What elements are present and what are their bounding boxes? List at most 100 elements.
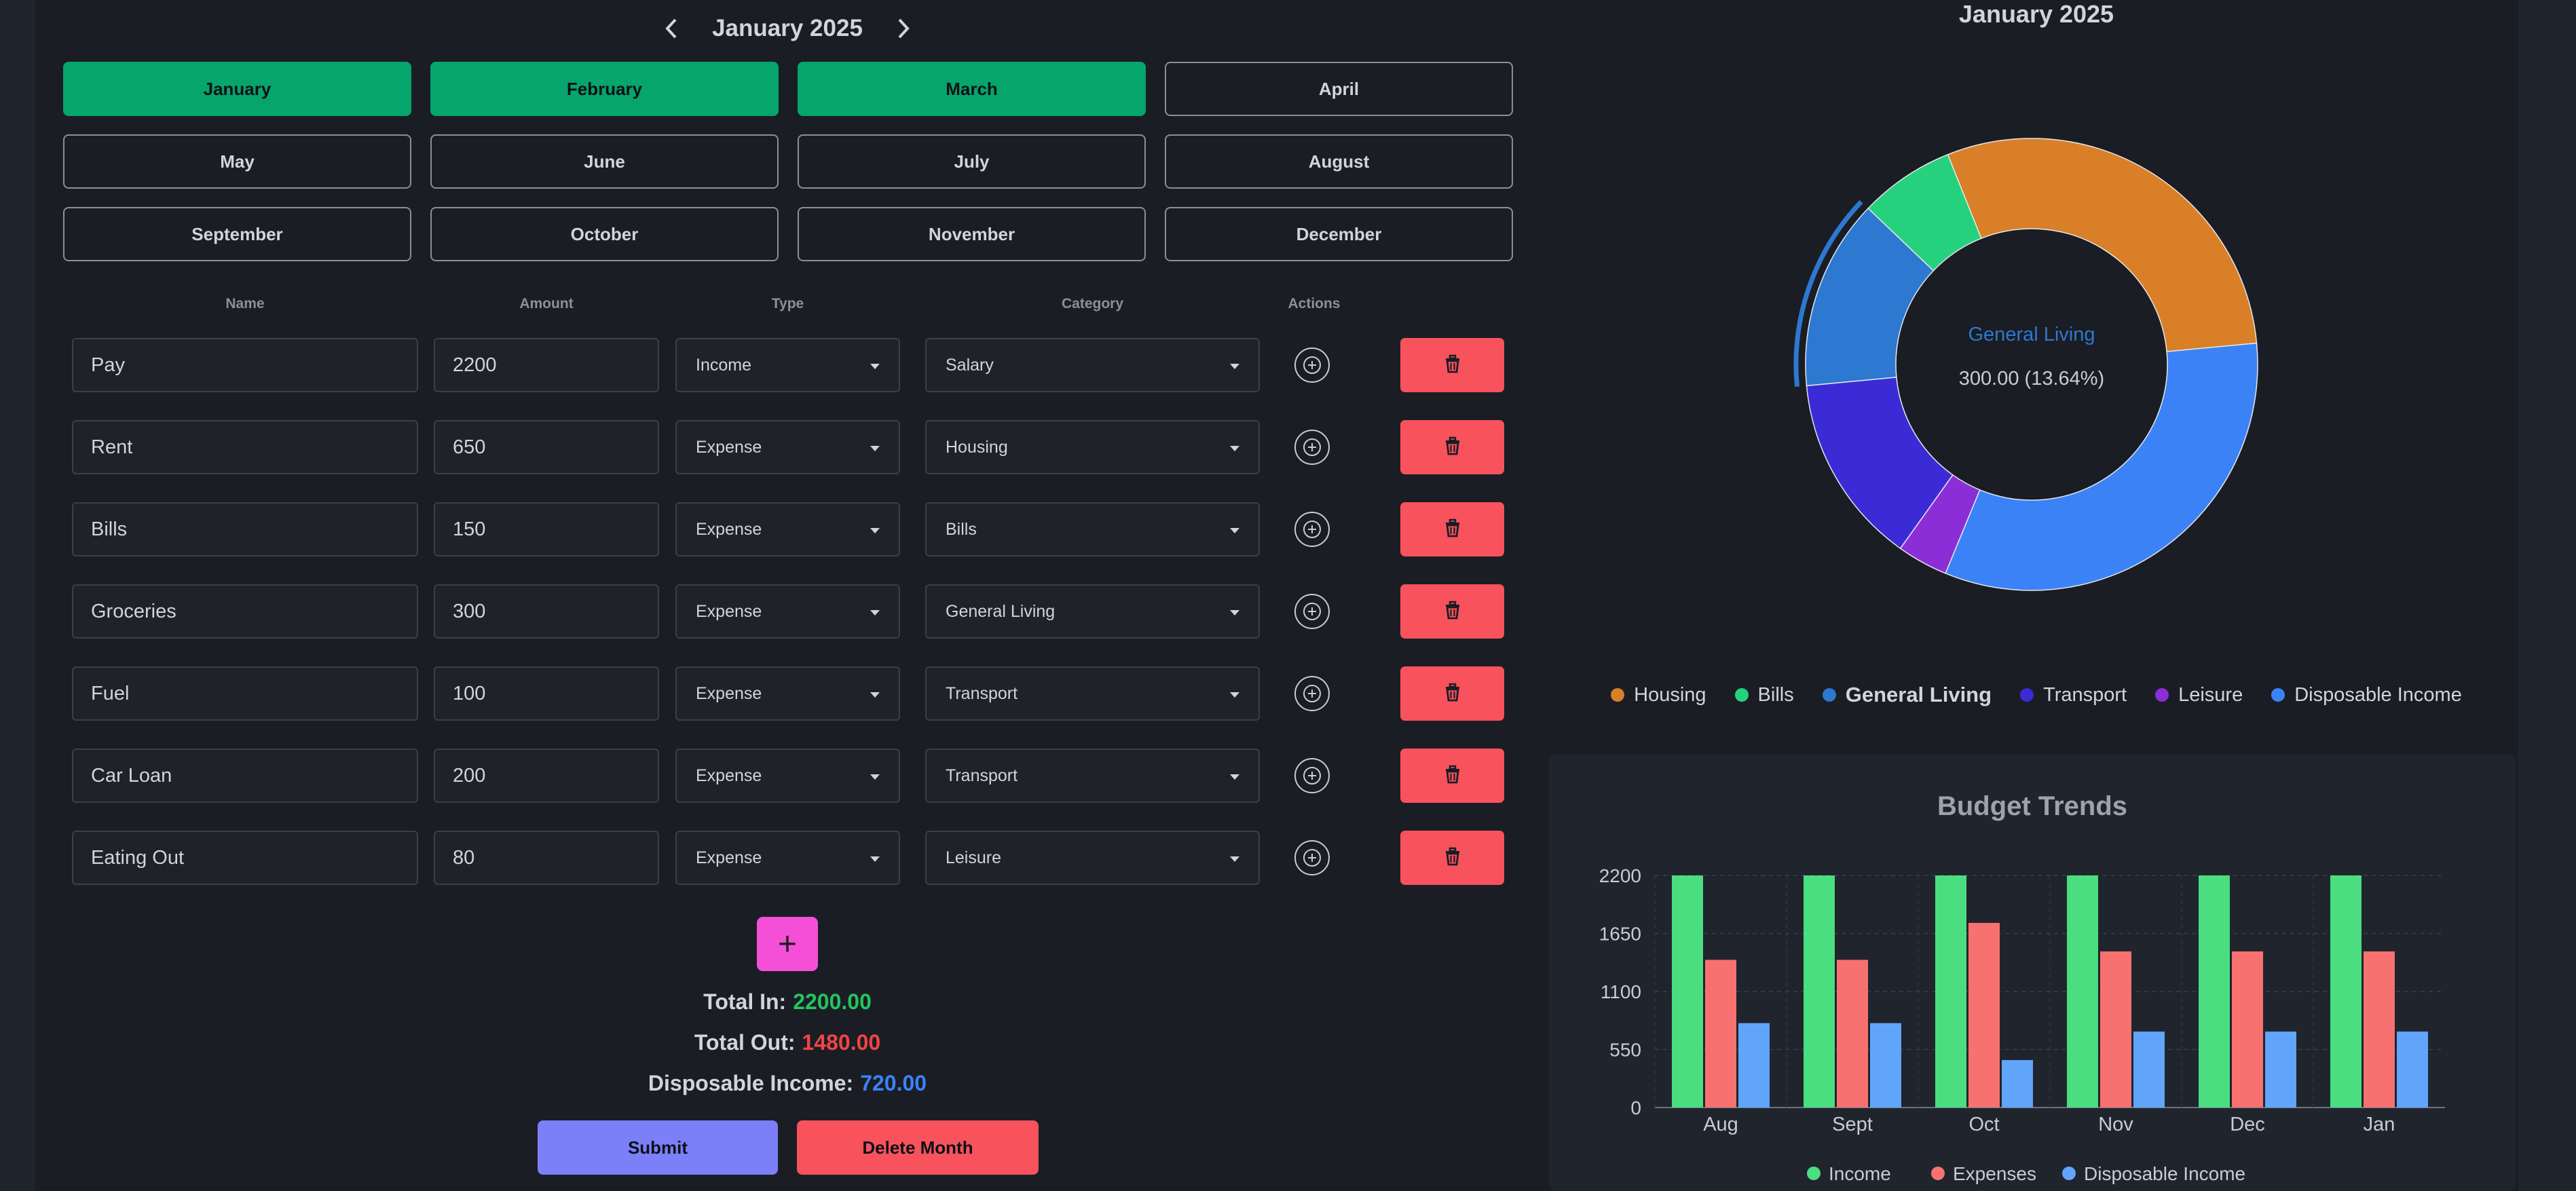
month-button-may[interactable]: May	[63, 134, 411, 189]
legend-item-transport[interactable]: Transport	[2020, 683, 2127, 707]
month-button-november[interactable]: November	[798, 207, 1146, 261]
legend-item-income[interactable]: Income	[1807, 1163, 1891, 1184]
delete-row-button[interactable]	[1400, 338, 1504, 392]
category-select[interactable]: Housing	[925, 420, 1260, 474]
bar-income-oct[interactable]	[1935, 875, 1966, 1108]
name-input[interactable]: Rent	[72, 420, 418, 474]
bar-disposable-income-aug[interactable]	[1738, 1023, 1770, 1108]
bar-disposable-income-jan[interactable]	[2397, 1032, 2428, 1108]
amount-input[interactable]: 300	[434, 584, 659, 639]
trash-icon	[1444, 518, 1461, 541]
bar-expenses-oct[interactable]	[1968, 922, 2000, 1108]
donut-chart-title: January 2025	[1958, 0, 2114, 28]
month-button-september[interactable]: September	[63, 207, 411, 261]
bar-income-sept[interactable]	[1804, 875, 1835, 1108]
add-row-button[interactable]: +	[757, 917, 818, 971]
amount-input[interactable]: 80	[434, 831, 659, 885]
add-category-button[interactable]	[1294, 676, 1330, 711]
category-select[interactable]: Salary	[925, 338, 1260, 392]
amount-input[interactable]: 150	[434, 502, 659, 556]
delete-row-button[interactable]	[1400, 749, 1504, 803]
month-button-june[interactable]: June	[430, 134, 779, 189]
add-category-button[interactable]	[1294, 430, 1330, 465]
legend-item-leisure[interactable]: Leisure	[2155, 683, 2243, 707]
legend-item-disposable-income[interactable]: Disposable Income	[2062, 1163, 2245, 1184]
name-input[interactable]: Bills	[72, 502, 418, 556]
bar-disposable-income-nov[interactable]	[2133, 1032, 2165, 1108]
bar-income-aug[interactable]	[1672, 875, 1703, 1108]
type-select[interactable]: Expense	[675, 666, 900, 721]
bar-disposable-income-sept[interactable]	[1870, 1023, 1901, 1108]
add-category-button[interactable]	[1294, 347, 1330, 383]
month-button-october[interactable]: October	[430, 207, 779, 261]
donut-slice-disposable-income[interactable]	[1945, 342, 2258, 591]
bar-income-dec[interactable]	[2199, 875, 2230, 1108]
header-category: Category	[1061, 296, 1124, 311]
bar-expenses-nov[interactable]	[2100, 951, 2131, 1108]
category-select[interactable]: Transport	[925, 666, 1260, 721]
name-input[interactable]: Pay	[72, 338, 418, 392]
legend-item-bills[interactable]: Bills	[1734, 683, 1794, 707]
delete-row-button[interactable]	[1400, 420, 1504, 474]
add-category-button[interactable]	[1294, 840, 1330, 875]
chevron-left-icon[interactable]	[658, 15, 685, 42]
caret-down-icon	[870, 528, 880, 533]
month-button-august[interactable]: August	[1165, 134, 1513, 189]
y-tick-label: 1650	[1599, 924, 1641, 945]
amount-input[interactable]: 200	[434, 749, 659, 803]
add-category-button[interactable]	[1294, 758, 1330, 793]
add-category-button[interactable]	[1294, 594, 1330, 629]
delete-month-button[interactable]: Delete Month	[797, 1120, 1039, 1175]
month-button-march[interactable]: March	[798, 62, 1146, 116]
type-select[interactable]: Expense	[675, 502, 900, 556]
amount-input[interactable]: 100	[434, 666, 659, 721]
add-category-button[interactable]	[1294, 512, 1330, 547]
month-button-april[interactable]: April	[1165, 62, 1513, 116]
category-select[interactable]: Bills	[925, 502, 1260, 556]
type-select[interactable]: Expense	[675, 420, 900, 474]
bar-expenses-aug[interactable]	[1705, 960, 1736, 1108]
total-in: Total In: 2200.00	[516, 989, 1059, 1015]
month-button-february[interactable]: February	[430, 62, 779, 116]
month-button-january[interactable]: January	[63, 62, 411, 116]
category-select[interactable]: Leisure	[925, 831, 1260, 885]
amount-input[interactable]: 650	[434, 420, 659, 474]
plus-circle-icon	[1303, 685, 1321, 702]
donut-slice-housing[interactable]	[1947, 138, 2258, 352]
category-donut-chart[interactable]: General Living 300.00 (13.64%)	[1765, 102, 2308, 631]
legend-item-general-living[interactable]: General Living	[1822, 683, 1992, 707]
chevron-right-icon[interactable]	[890, 15, 917, 42]
name-input[interactable]: Car Loan	[72, 749, 418, 803]
legend-item-expenses[interactable]: Expenses	[1931, 1163, 2036, 1184]
bar-expenses-dec[interactable]	[2232, 951, 2263, 1108]
delete-row-button[interactable]	[1400, 502, 1504, 556]
type-select[interactable]: Income	[675, 338, 900, 392]
type-select[interactable]: Expense	[675, 749, 900, 803]
delete-row-button[interactable]	[1400, 584, 1504, 639]
plus-circle-icon	[1303, 356, 1321, 374]
legend-item-disposable-income[interactable]: Disposable Income	[2271, 683, 2462, 707]
bar-expenses-jan[interactable]	[2364, 951, 2395, 1108]
name-input[interactable]: Groceries	[72, 584, 418, 639]
type-select[interactable]: Expense	[675, 584, 900, 639]
budget-trends-chart[interactable]: 0 550 1100 1650 2200 Aug Sept Oct Nov Dec Jan Incom…	[1549, 755, 2516, 1191]
month-button-july[interactable]: July	[798, 134, 1146, 189]
amount-input[interactable]: 2200	[434, 338, 659, 392]
bar-income-nov[interactable]	[2067, 875, 2098, 1108]
legend-item-housing[interactable]: Housing	[1611, 683, 1706, 707]
caret-down-icon	[870, 446, 880, 451]
delete-row-button[interactable]	[1400, 831, 1504, 885]
bar-disposable-income-oct[interactable]	[2002, 1060, 2033, 1108]
category-select[interactable]: Transport	[925, 749, 1260, 803]
bar-disposable-income-dec[interactable]	[2265, 1032, 2296, 1108]
type-select[interactable]: Expense	[675, 831, 900, 885]
category-select[interactable]: General Living	[925, 584, 1260, 639]
submit-button[interactable]: Submit	[538, 1120, 778, 1175]
delete-row-button[interactable]	[1400, 666, 1504, 721]
bar-expenses-sept[interactable]	[1837, 960, 1868, 1108]
donut-slice-bills[interactable]	[1867, 153, 1982, 271]
name-input[interactable]: Eating Out	[72, 831, 418, 885]
name-input[interactable]: Fuel	[72, 666, 418, 721]
bar-income-jan[interactable]	[2330, 875, 2362, 1108]
month-button-december[interactable]: December	[1165, 207, 1513, 261]
